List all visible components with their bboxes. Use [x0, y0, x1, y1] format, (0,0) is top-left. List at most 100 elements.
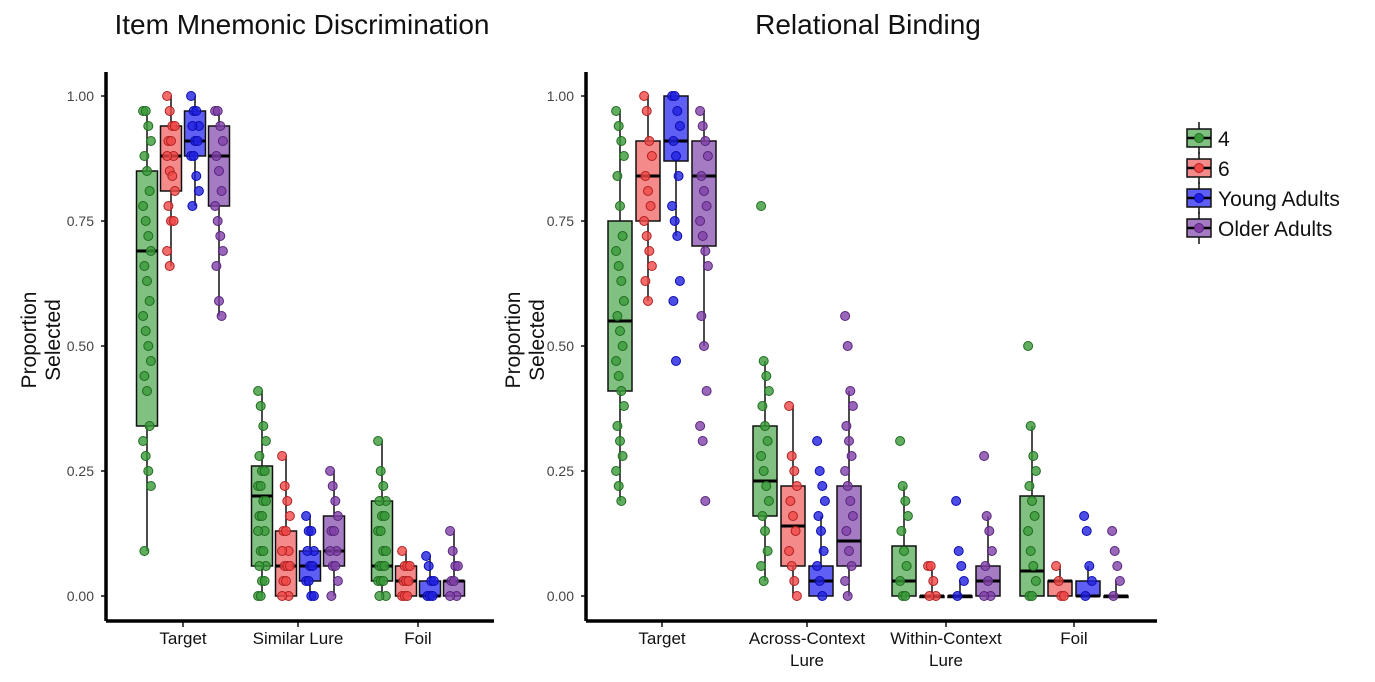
data-point [699, 186, 709, 196]
legend: 4 6 Young Adults Older Adults [1186, 122, 1340, 244]
data-point [1030, 466, 1041, 476]
data-point [817, 481, 828, 491]
data-point [897, 481, 908, 491]
data-point [330, 496, 341, 506]
data-point [644, 246, 655, 256]
data-point [702, 151, 713, 161]
data-point [260, 436, 271, 446]
legend-key [1186, 152, 1212, 184]
data-point [669, 91, 680, 101]
data-point [139, 371, 150, 381]
data-point [845, 496, 856, 506]
x-tick-label: Lure [790, 651, 824, 670]
data-point [640, 276, 651, 286]
data-point [760, 421, 770, 431]
data-point [282, 496, 293, 506]
data-point [701, 386, 712, 396]
data-point [255, 401, 266, 411]
data-point [616, 276, 627, 286]
data-point [784, 401, 795, 411]
data-point [979, 591, 990, 601]
data-point [1028, 561, 1039, 571]
data-point [210, 201, 221, 211]
chart-title: Item Mnemonic Discrimination [115, 9, 490, 40]
data-point [284, 511, 295, 521]
data-point [786, 451, 797, 461]
data-point [612, 421, 623, 431]
data-point [144, 296, 155, 306]
data-point [379, 511, 390, 521]
data-point [143, 466, 154, 476]
data-point [302, 546, 313, 556]
data-point [144, 186, 155, 196]
data-point [671, 356, 681, 366]
data-point [847, 511, 858, 521]
data-point [140, 216, 151, 226]
data-point [139, 261, 150, 271]
data-point [645, 201, 656, 211]
data-point [188, 151, 199, 161]
data-point [813, 511, 824, 521]
data-point [211, 151, 222, 161]
data-point [695, 421, 706, 431]
data-point [1028, 451, 1039, 461]
data-point [953, 546, 964, 556]
data-point [613, 261, 624, 271]
data-point [902, 511, 913, 521]
data-point [303, 576, 314, 586]
data-point [281, 526, 291, 536]
data-point [617, 451, 628, 461]
data-point [760, 526, 770, 536]
data-point [756, 451, 767, 461]
data-point [697, 121, 708, 131]
chart-panel-2: Relational Binding ProportionSelected 0.00… [502, 9, 1157, 670]
data-point [615, 326, 625, 336]
data-point [404, 561, 415, 571]
data-point [380, 546, 391, 556]
data-point [819, 496, 830, 506]
chart-title: Relational Binding [755, 9, 981, 40]
data-point [143, 121, 154, 131]
x-tick-label: Within-Context [890, 629, 1002, 648]
data-point [812, 436, 823, 446]
data-point [812, 561, 823, 571]
data-point [216, 186, 227, 196]
data-point [1109, 546, 1120, 556]
data-point [956, 561, 967, 571]
data-point [168, 216, 179, 226]
data-point [375, 526, 386, 536]
data-point [1025, 421, 1036, 431]
data-point [212, 216, 223, 226]
data-point [980, 561, 991, 571]
y-tick-label: 1.00 [547, 88, 574, 104]
y-tick-label: 0.50 [547, 338, 574, 354]
legend-point [1194, 193, 1204, 203]
data-point [617, 341, 628, 351]
x-tick-label: Foil [404, 629, 431, 648]
y-axis-label-line: Selected [42, 299, 65, 381]
data-point [639, 91, 650, 101]
data-point [763, 386, 774, 396]
data-point [1079, 511, 1090, 521]
data-point [761, 481, 772, 491]
data-point [901, 561, 912, 571]
legend-point [1194, 163, 1204, 173]
data-point [1027, 591, 1037, 601]
data-point [784, 546, 795, 556]
data-point [140, 106, 151, 116]
data-point [695, 106, 706, 116]
data-point [373, 436, 384, 446]
data-point [142, 276, 152, 286]
data-point [325, 466, 336, 476]
data-point [215, 231, 226, 241]
data-point [164, 261, 175, 271]
data-point [1058, 591, 1069, 601]
data-point [758, 466, 769, 476]
data-point [374, 496, 385, 506]
data-point [643, 186, 653, 196]
data-point [617, 231, 628, 241]
data-point [1023, 526, 1034, 536]
data-point [281, 576, 291, 586]
data-point [840, 466, 851, 476]
